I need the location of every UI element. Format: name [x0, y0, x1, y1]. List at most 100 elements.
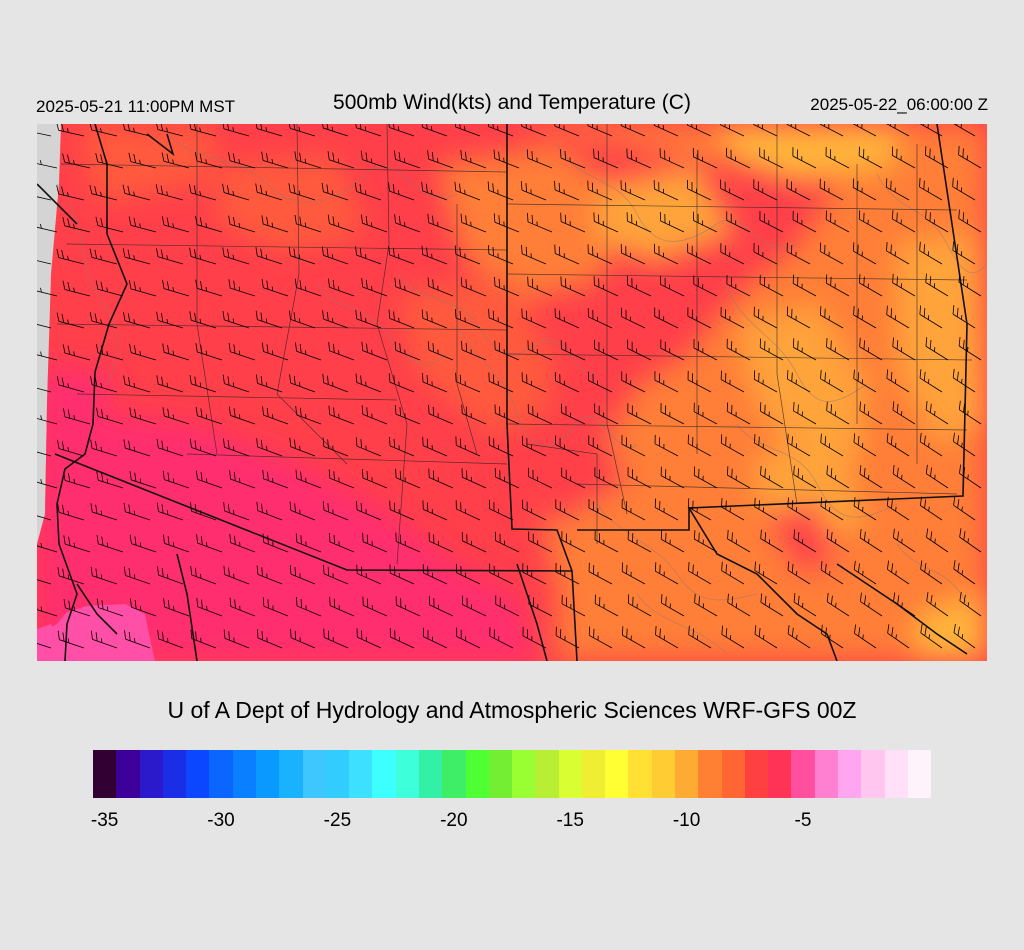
wind-barb	[893, 592, 916, 617]
wind-barb	[952, 305, 976, 329]
wind-barb	[520, 124, 547, 137]
wind-barb	[687, 498, 712, 521]
wind-barb	[787, 624, 811, 649]
wind-barb	[759, 147, 784, 169]
wind-barb	[37, 599, 58, 617]
wind-barb	[37, 344, 58, 361]
wind-barb	[885, 124, 910, 137]
wind-barb	[555, 499, 580, 521]
wind-barb	[858, 210, 883, 233]
wind-barb	[56, 248, 85, 265]
wind-barb	[223, 565, 250, 585]
wind-barb	[222, 374, 250, 393]
wind-barb	[825, 210, 850, 233]
wind-barb	[959, 591, 982, 617]
wind-barb	[188, 124, 217, 137]
wind-barb	[587, 124, 613, 137]
wind-barb	[261, 151, 289, 169]
wind-barb	[95, 280, 124, 297]
colorbar-tick-label: -25	[323, 810, 352, 831]
wind-barb	[354, 182, 382, 201]
wind-barb	[587, 180, 613, 201]
county-line	[456, 204, 478, 455]
wind-barb	[328, 533, 355, 553]
wind-barb	[255, 124, 283, 137]
wind-barb	[222, 247, 250, 265]
wind-barb	[421, 245, 448, 265]
wind-barb	[323, 628, 349, 649]
wind-barb	[687, 434, 712, 457]
wind-barb	[195, 470, 223, 489]
wind-barb	[786, 124, 811, 137]
wind-barb	[229, 597, 256, 617]
wind-barb	[892, 210, 916, 233]
wind-barb	[37, 408, 58, 425]
wind-barb	[687, 179, 712, 201]
wind-barb	[688, 625, 712, 649]
colorbar-swatch	[628, 750, 652, 798]
wind-barb	[527, 212, 553, 233]
map-title: 500mb Wind(kts) and Temperature (C)	[333, 91, 691, 114]
wind-barb	[195, 343, 223, 361]
colorbar-swatch	[349, 750, 373, 798]
wind-barb	[388, 245, 415, 265]
wind-barb	[37, 503, 52, 521]
wind-barb	[958, 209, 982, 233]
wind-barb	[561, 594, 586, 617]
light-orange-patch-3	[597, 164, 737, 264]
wind-barb	[37, 280, 58, 297]
wind-barb	[853, 497, 877, 521]
wind-barb	[289, 374, 316, 393]
wind-barb	[190, 502, 217, 521]
wind-barb	[721, 625, 745, 649]
wind-barb	[786, 242, 811, 265]
colorbar-swatch	[279, 750, 303, 798]
wind-barb	[886, 241, 910, 265]
wind-barb	[388, 182, 415, 201]
wind-barb	[256, 565, 283, 585]
state-border-colorado-river	[56, 124, 128, 661]
wind-barb	[489, 627, 514, 649]
wind-barb	[56, 124, 85, 137]
wind-barb	[858, 146, 883, 169]
wind-barb	[95, 153, 124, 169]
wind-barb	[295, 469, 322, 489]
wind-barb	[853, 560, 877, 585]
wind-barb	[428, 404, 454, 425]
wind-barb	[37, 440, 52, 457]
wind-barb	[621, 435, 646, 457]
wind-barb	[356, 564, 382, 585]
wind-barb	[389, 564, 415, 585]
wind-barb	[189, 438, 217, 457]
wind-barb	[362, 532, 388, 553]
wind-barb	[719, 124, 745, 137]
wind-barb	[687, 370, 712, 393]
wind-barb	[454, 309, 481, 329]
wind-barb	[726, 466, 751, 489]
wind-barb	[262, 533, 289, 553]
colorbar-swatch	[255, 750, 280, 798]
border-rio-grande	[836, 563, 968, 655]
colorbar-swatch	[838, 750, 862, 798]
wind-barb	[787, 561, 811, 585]
temperature-blobs	[37, 124, 987, 661]
wind-barb	[488, 499, 514, 521]
wind-barb	[626, 148, 652, 169]
wind-barb	[792, 210, 817, 233]
wind-barb	[819, 178, 844, 201]
wind-barb	[793, 529, 817, 553]
wind-barb	[952, 177, 976, 201]
wind-barb	[294, 214, 322, 233]
wind-barb	[189, 374, 217, 393]
wind-barb	[654, 498, 679, 521]
wind-barb	[593, 148, 619, 169]
wind-barb	[156, 311, 184, 329]
wind-barb	[223, 438, 250, 457]
wind-barb	[721, 498, 745, 521]
wind-barb	[389, 628, 415, 649]
wind-barb	[887, 624, 910, 649]
wind-barb	[489, 563, 514, 585]
wind-barb	[627, 466, 652, 489]
wind-barb	[892, 337, 916, 361]
wind-barb	[456, 563, 481, 585]
